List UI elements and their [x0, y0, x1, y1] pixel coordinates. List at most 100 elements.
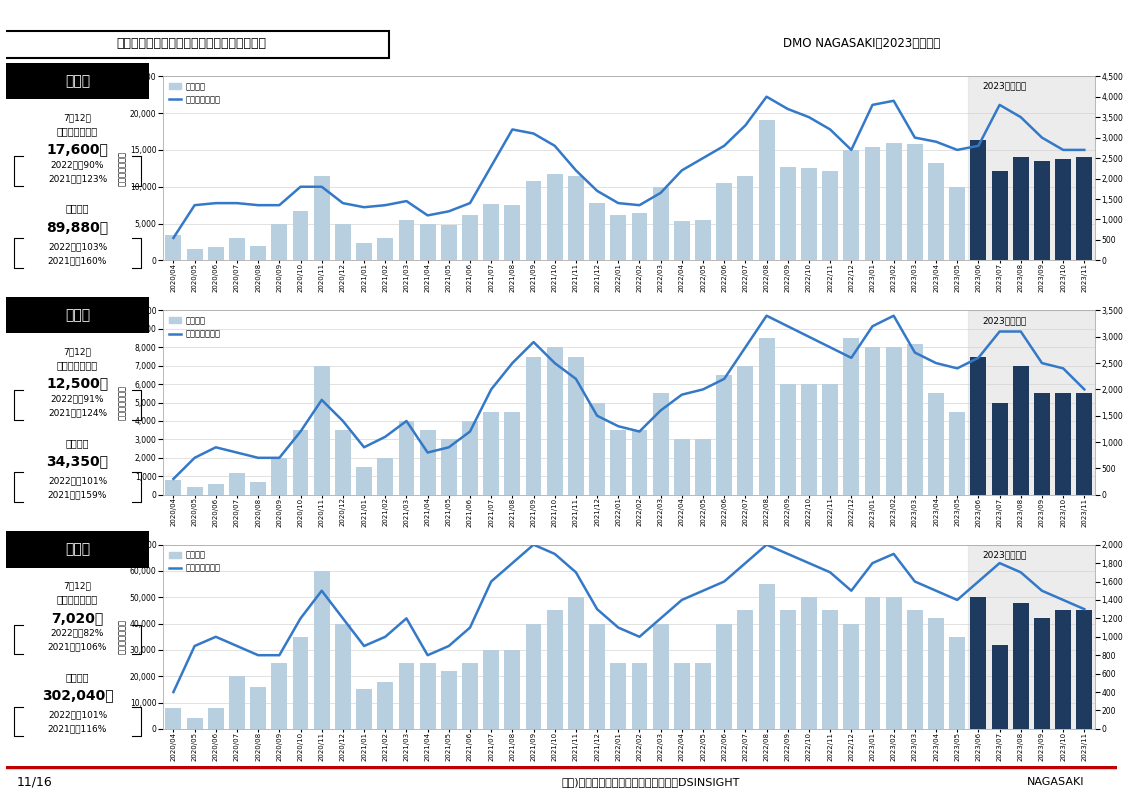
Bar: [547, 174, 563, 260]
Legend: 訪問客数, 検索ボリューム: 訪問客数, 検索ボリューム: [167, 314, 222, 340]
Bar: [1056, 159, 1071, 260]
Bar: [970, 357, 986, 495]
Bar: [356, 243, 372, 260]
Bar: [970, 597, 986, 729]
Bar: [250, 482, 266, 495]
Bar: [590, 203, 605, 260]
Text: 2021年比123%: 2021年比123%: [48, 174, 107, 183]
Bar: [526, 623, 541, 729]
Text: 訪問客数: 訪問客数: [66, 203, 89, 214]
Text: 2021年比160%: 2021年比160%: [48, 256, 107, 265]
Bar: [759, 584, 775, 729]
Bar: [801, 168, 816, 260]
Text: 2023年下半期: 2023年下半期: [983, 316, 1026, 325]
Text: DMO NAGASAKI　2023年下半期: DMO NAGASAKI 2023年下半期: [783, 37, 940, 50]
Bar: [759, 121, 775, 260]
Legend: 訪問客数, 検索ボリューム: 訪問客数, 検索ボリューム: [167, 549, 222, 574]
Bar: [6, 531, 149, 568]
Bar: [652, 187, 668, 260]
Y-axis label: 訪問客数（人）: 訪問客数（人）: [118, 151, 127, 186]
Bar: [928, 619, 944, 729]
Bar: [399, 220, 414, 260]
Bar: [165, 235, 182, 260]
Text: 大阪府: 大阪府: [65, 308, 90, 322]
Bar: [356, 689, 372, 729]
Bar: [674, 221, 690, 260]
Bar: [335, 224, 350, 260]
Bar: [738, 611, 754, 729]
Bar: [441, 439, 457, 495]
Bar: [1034, 393, 1050, 495]
Bar: [504, 412, 520, 495]
Text: 東京都: 東京都: [65, 74, 90, 88]
Bar: [590, 623, 605, 729]
Bar: [335, 430, 350, 495]
Bar: [652, 393, 668, 495]
Bar: [738, 366, 754, 495]
Text: 7〜12月: 7〜12月: [64, 581, 91, 591]
Bar: [992, 645, 1007, 729]
Bar: [483, 204, 499, 260]
Bar: [968, 545, 1095, 729]
Bar: [865, 147, 880, 260]
Bar: [186, 719, 202, 729]
Text: 7〜12月: 7〜12月: [64, 347, 91, 357]
Bar: [229, 676, 245, 729]
Text: 検索ボリューム: 検索ボリューム: [57, 595, 98, 604]
Bar: [462, 214, 478, 260]
Bar: [949, 637, 965, 729]
Bar: [377, 458, 393, 495]
Bar: [6, 63, 149, 99]
Text: 89,880人: 89,880人: [46, 220, 109, 233]
Bar: [695, 663, 711, 729]
Bar: [970, 140, 986, 260]
Bar: [1013, 157, 1029, 260]
Text: 検索ボリューム: 検索ボリューム: [57, 360, 98, 370]
Bar: [610, 663, 627, 729]
Bar: [779, 384, 796, 495]
Bar: [250, 687, 266, 729]
Text: 2022年比101%: 2022年比101%: [48, 476, 107, 485]
Bar: [313, 175, 330, 260]
Bar: [1034, 161, 1050, 260]
Bar: [377, 237, 393, 260]
Text: 2023年下半期: 2023年下半期: [983, 550, 1026, 559]
Bar: [293, 430, 309, 495]
Text: 2022年比82%: 2022年比82%: [51, 628, 104, 638]
Bar: [313, 366, 330, 495]
Bar: [801, 597, 816, 729]
Text: 2023年下半期: 2023年下半期: [983, 82, 1026, 91]
Bar: [738, 175, 754, 260]
Bar: [483, 650, 499, 729]
Bar: [822, 171, 838, 260]
Text: 2022年比101%: 2022年比101%: [48, 711, 107, 719]
Bar: [483, 412, 499, 495]
Bar: [6, 297, 149, 333]
Bar: [610, 430, 627, 495]
Text: 2021年比106%: 2021年比106%: [48, 642, 107, 651]
Text: 11/16: 11/16: [17, 775, 53, 788]
Bar: [886, 597, 902, 729]
Bar: [441, 225, 457, 260]
Bar: [441, 671, 457, 729]
Text: 検索ボリューム: 検索ボリューム: [57, 126, 98, 136]
Bar: [822, 384, 838, 495]
Bar: [992, 171, 1007, 260]
Text: 17,600人: 17,600人: [46, 142, 109, 156]
Bar: [949, 187, 965, 260]
Text: 2022年比90%: 2022年比90%: [51, 160, 104, 169]
Bar: [907, 611, 923, 729]
Bar: [229, 472, 245, 495]
Bar: [420, 224, 436, 260]
Bar: [1076, 393, 1093, 495]
Text: 訪問客数: 訪問客数: [66, 672, 89, 682]
Bar: [1013, 603, 1029, 729]
Legend: 訪問客数, 検索ボリューム: 訪問客数, 検索ボリューム: [167, 80, 222, 106]
Text: NAGASAKI: NAGASAKI: [1026, 777, 1084, 787]
Bar: [272, 663, 287, 729]
Bar: [779, 167, 796, 260]
Text: 7〜12月: 7〜12月: [64, 113, 91, 122]
Bar: [822, 611, 838, 729]
Bar: [208, 484, 223, 495]
Bar: [674, 439, 690, 495]
